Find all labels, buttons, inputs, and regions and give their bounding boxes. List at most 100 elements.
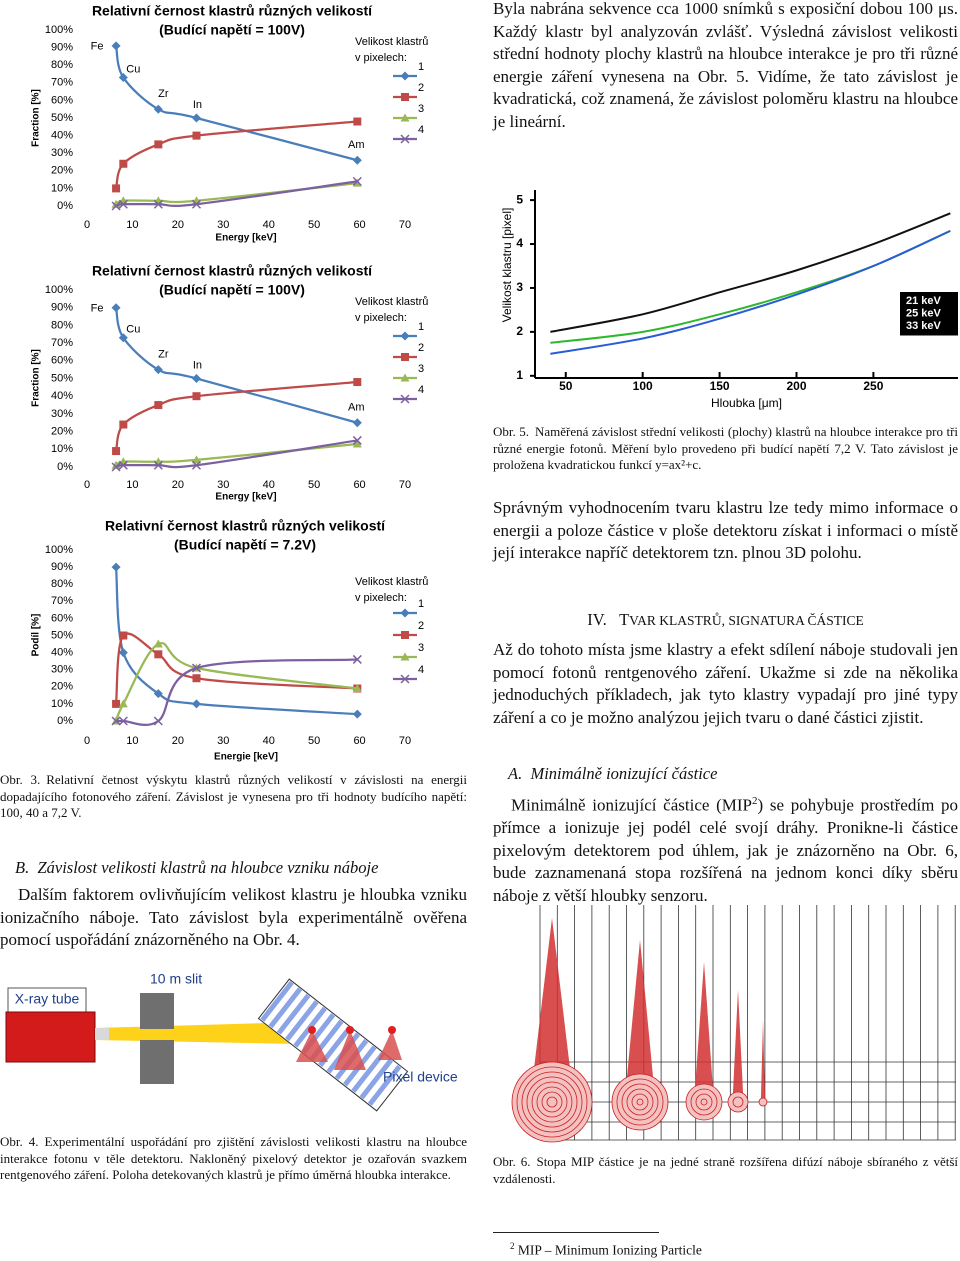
paragraph: Správným vyhodnocením tvaru klastru lze …: [493, 498, 958, 563]
legend-box: [900, 292, 958, 336]
series-line: [115, 439, 358, 469]
x-tick-label: 150: [710, 379, 730, 393]
y-tick-label: 60%: [51, 94, 73, 106]
caption-text: Stopa MIP částice je na jedné straně roz…: [493, 1154, 958, 1186]
x-axis-label: Hloubka [μm]: [711, 396, 782, 410]
hit: [388, 1026, 396, 1034]
marker: [353, 117, 362, 126]
y-tick-label: 70%: [51, 337, 73, 349]
slit-label: 10 m slit: [150, 971, 202, 987]
marker: [112, 699, 121, 708]
x-tick-label: 60: [353, 479, 365, 491]
x-tick-label: 40: [263, 219, 275, 231]
tube-window: [95, 1028, 109, 1040]
x-tick-label: 100: [633, 379, 653, 393]
footnote: 2 MIP – Minimum Ionizing Particle: [510, 1241, 950, 1259]
marker: [111, 303, 121, 313]
y-tick-label: 20%: [51, 165, 73, 177]
pixel-strip: [276, 993, 311, 1035]
marker: [118, 648, 128, 658]
marker: [119, 631, 128, 640]
pixel-device: [257, 978, 409, 1112]
charge-cone: [732, 990, 744, 1102]
section-title: Závislost velikosti klastrů na hloubce v…: [37, 858, 379, 877]
y-tick-label: 100%: [45, 544, 73, 556]
x-tick-label: 30: [217, 219, 229, 231]
point-label: In: [193, 99, 202, 111]
marker: [352, 435, 362, 445]
marker: [111, 462, 121, 472]
y-tick-label: 60%: [51, 612, 73, 624]
caption-label: Obr. 5.: [493, 424, 529, 439]
y-tick-label: 50%: [51, 372, 73, 384]
subsection-heading: A. Minimálně ionizující částice: [508, 764, 958, 784]
paragraph: Až do tohoto místa jsme klastry a efekt …: [493, 640, 958, 727]
caption-text: Relativní četnost výskytu klastrů různýc…: [0, 772, 468, 821]
charge-spread: [541, 1091, 563, 1113]
x-tick-label: 30: [217, 479, 229, 491]
paragraph: Dalším faktorem ovlivňujícím velikost kl…: [0, 885, 467, 950]
point-label: Am: [348, 139, 365, 151]
legend-title: v pixelech:: [355, 312, 407, 324]
chart-subtitle: (Budící napětí = 100V): [159, 22, 305, 38]
section-title: TVAR KLASTRŮ, SIGNATURA ČÁSTICE: [619, 610, 864, 629]
marker: [191, 455, 201, 464]
series-line: [550, 229, 951, 355]
y-tick-label: 90%: [51, 561, 73, 573]
marker: [118, 333, 128, 343]
x-tick-label: 10: [126, 735, 138, 747]
section-heading: B. Závislost velikosti klastrů na hloubc…: [15, 858, 467, 878]
x-tick-label: 30: [217, 735, 229, 747]
figure-caption: Obr. 3. Relativní četnost výskytu klastrů…: [0, 772, 467, 822]
x-tick-label: 250: [863, 379, 883, 393]
marker: [400, 674, 410, 684]
marker: [153, 689, 163, 699]
text: ) se pohybuje prostředím po přímce a ion…: [493, 795, 958, 906]
marker: [119, 159, 128, 168]
y-tick-label: 2: [516, 324, 523, 338]
y-tick-label: 3: [516, 280, 523, 294]
point-label: In: [193, 359, 202, 371]
legend-title: Velikost klastrů: [355, 296, 428, 308]
y-tick-label: 70%: [51, 77, 73, 89]
section-label: B.: [15, 858, 30, 877]
y-axis-label: Velikost klastru [pixel]: [500, 208, 514, 323]
y-tick-label: 90%: [51, 302, 73, 314]
marker: [112, 447, 121, 456]
chart-title: Relativní černost klastrů různých veliko…: [92, 263, 373, 279]
charge-spread: [536, 1086, 568, 1118]
paragraph: Minimálně ionizující částice (MIP2) se p…: [493, 790, 958, 908]
tube: [5, 1011, 96, 1063]
charge-spread: [732, 1096, 744, 1108]
device-label: Pixel device: [383, 1069, 458, 1085]
hit: [308, 1026, 316, 1034]
legend-label: 33 keV: [906, 320, 942, 332]
legend-label: 4: [418, 384, 424, 396]
series-line: [550, 229, 951, 344]
marker: [352, 418, 362, 428]
marker: [400, 113, 410, 122]
pixel-strip: [268, 987, 303, 1029]
slit-block: [140, 993, 174, 1029]
series-line: [115, 641, 358, 722]
legend-label: 3: [418, 363, 424, 375]
series-line: [114, 307, 358, 424]
point-label: Fe: [91, 41, 104, 53]
series-line: [114, 45, 358, 162]
marker: [401, 93, 409, 101]
subsection-title: Minimálně ionizující částice: [530, 764, 718, 783]
charge-spread: [531, 1081, 573, 1123]
x-tick-label: 70: [399, 219, 411, 231]
pixel-strip: [367, 1064, 402, 1106]
marker: [400, 134, 410, 144]
marker: [118, 460, 128, 470]
x-tick-label: 50: [559, 379, 573, 393]
marker: [192, 392, 201, 401]
figure-caption: Obr. 6. Stopa MIP částice je na jedné str…: [493, 1154, 958, 1187]
charge-cone: [760, 1020, 766, 1102]
section-number: IV.: [587, 610, 607, 629]
legend-label: 2: [418, 342, 424, 354]
x-axis-label: Energy [keV]: [215, 492, 276, 503]
setup-diagram: X-ray tube 10 m slit Pixel device: [5, 971, 458, 1112]
marker: [400, 652, 410, 661]
